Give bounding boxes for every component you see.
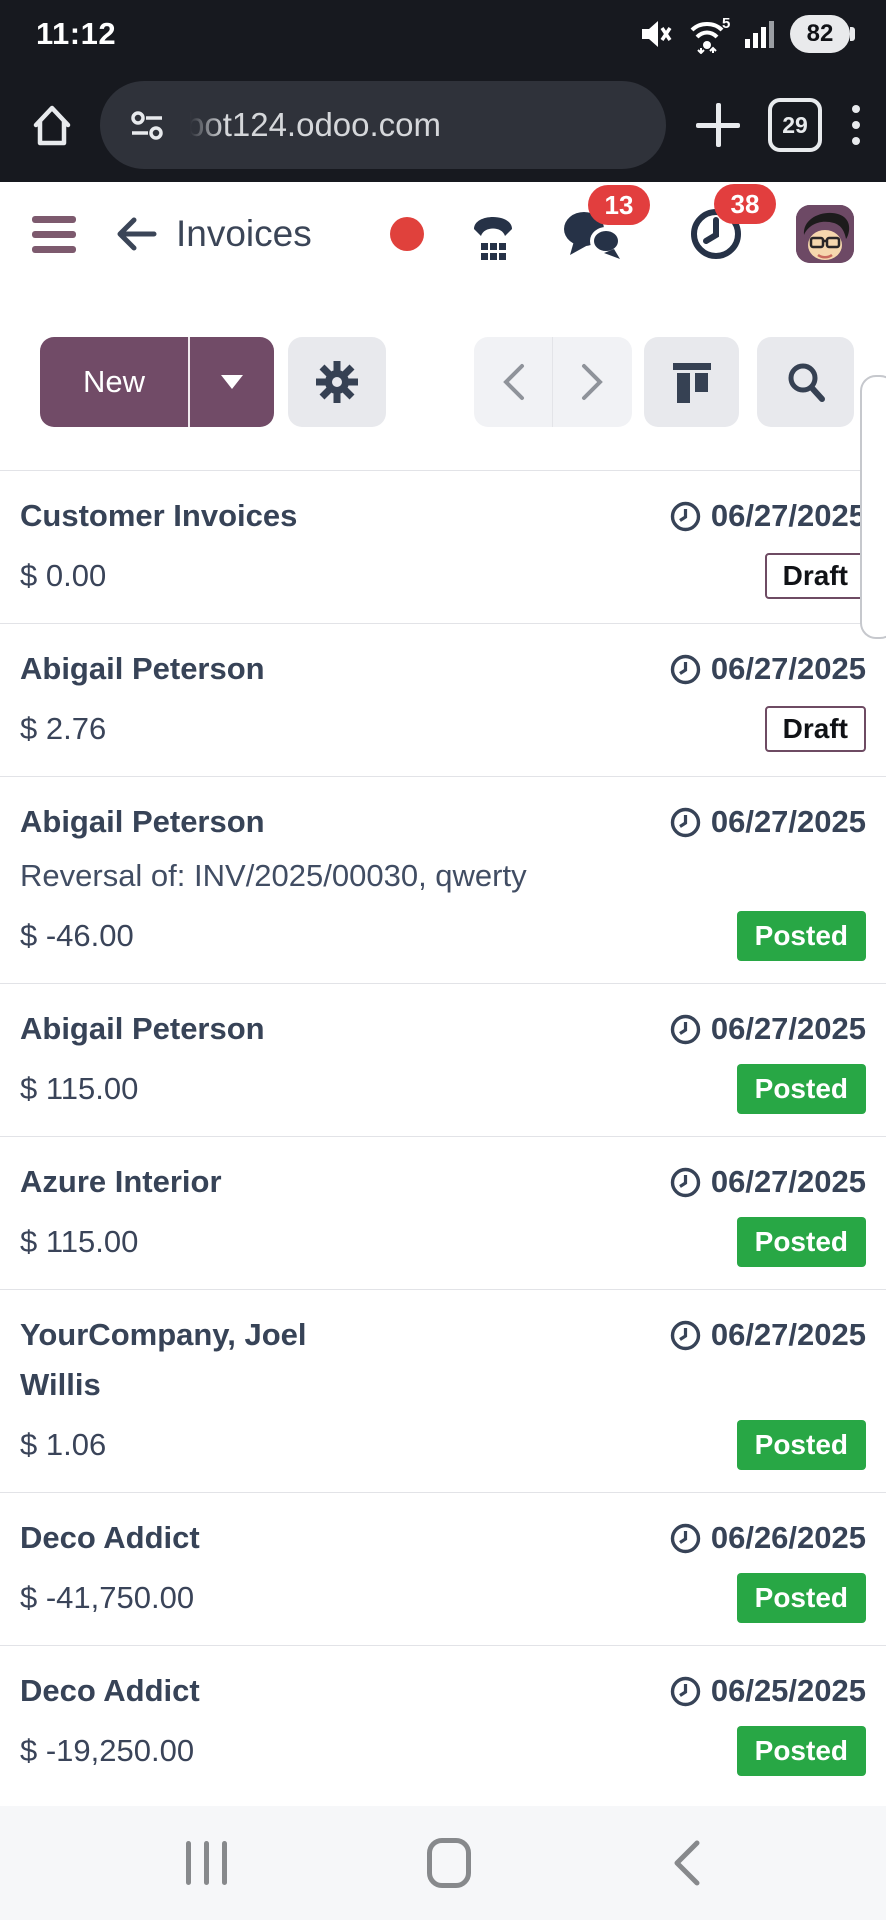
invoice-partner: Azure Interior [20, 1164, 222, 1199]
status-badge: Posted [736, 1064, 866, 1114]
new-tab-icon[interactable] [696, 103, 740, 147]
signal-bars-icon [744, 17, 778, 51]
invoice-reference: Reversal of: INV/2025/00030, qwerty [20, 858, 527, 893]
menu-hamburger-icon[interactable] [32, 215, 76, 253]
invoice-amount: $ 115.00 [20, 1071, 139, 1106]
url-fade [184, 81, 224, 169]
invoice-partner: Abigail Peterson [20, 804, 265, 839]
invoice-date: 06/27/2025 [670, 1310, 866, 1360]
status-badge: Posted [736, 1420, 866, 1470]
invoice-card[interactable]: Deco Addict 06/25/2025 $ -19,250.00 Post… [0, 1645, 886, 1798]
invoice-card[interactable]: YourCompany, Joel Willis 06/27/2025 $ 1.… [0, 1289, 886, 1492]
recents-icon[interactable] [185, 1841, 227, 1885]
clock-icon [670, 1167, 701, 1197]
android-nav-bar [0, 1806, 886, 1920]
record-indicator-icon[interactable] [390, 217, 424, 251]
pager-previous-button[interactable] [474, 337, 553, 427]
url-text: bot124.odoo.com [186, 106, 442, 143]
invoice-date: 06/27/2025 [670, 644, 866, 694]
nav-back-icon[interactable] [671, 1839, 701, 1887]
caret-down-icon [221, 375, 243, 389]
invoice-card[interactable]: Abigail Peterson 06/27/2025 $ 2.76 Draft [0, 623, 886, 776]
activities-clock-icon[interactable]: 38 [688, 184, 776, 262]
status-time: 11:12 [36, 16, 117, 51]
invoice-card[interactable]: Customer Invoices 06/27/2025 $ 0.00 Draf… [0, 470, 886, 623]
battery-indicator: 82 [790, 15, 855, 53]
new-dropdown-button[interactable] [188, 337, 274, 427]
invoice-date: 06/27/2025 [670, 1004, 866, 1054]
messages-badge: 13 [588, 185, 650, 225]
android-status-bar: 11:12 5 82 [0, 0, 886, 68]
messages-icon[interactable]: 13 [562, 185, 650, 261]
browser-home-icon[interactable] [26, 99, 78, 151]
clock-icon [670, 1014, 701, 1044]
settings-gear-button[interactable] [288, 337, 386, 427]
invoice-amount: $ -19,250.00 [20, 1733, 195, 1768]
invoice-amount: $ 115.00 [20, 1224, 139, 1259]
clock-icon [670, 501, 701, 531]
search-icon [788, 363, 825, 402]
back-arrow-icon[interactable] [114, 216, 158, 252]
kanban-icon [672, 363, 711, 403]
pager-next-button[interactable] [553, 337, 632, 427]
invoice-date: 06/27/2025 [670, 1157, 866, 1207]
site-settings-icon[interactable] [128, 106, 166, 144]
status-badge: Draft [764, 706, 866, 752]
invoice-partner: YourCompany, Joel Willis [20, 1317, 307, 1402]
control-panel: New [40, 337, 860, 427]
user-avatar[interactable] [796, 205, 854, 263]
chevron-left-icon [503, 364, 524, 400]
kanban-view-button[interactable] [644, 337, 739, 427]
browser-menu-icon[interactable] [852, 105, 860, 145]
status-badge: Posted [736, 1726, 866, 1776]
invoice-partner: Customer Invoices [20, 498, 298, 533]
invoice-card[interactable]: Abigail Peterson 06/27/2025 Reversal of:… [0, 776, 886, 983]
pager [474, 337, 632, 427]
invoice-partner: Abigail Peterson [20, 1011, 265, 1046]
clock-icon [670, 1320, 701, 1350]
page-title: Invoices [176, 213, 312, 254]
invoice-date: 06/27/2025 [670, 491, 866, 541]
invoice-date: 06/26/2025 [670, 1513, 866, 1563]
home-icon[interactable] [426, 1838, 471, 1888]
tab-switcher[interactable]: 29 [768, 98, 822, 152]
search-button[interactable] [757, 337, 854, 427]
invoice-amount: $ 2.76 [20, 711, 107, 746]
invoice-partner: Deco Addict [20, 1673, 200, 1708]
wifi-5ghz-icon: 5 [686, 14, 732, 54]
app-header: Invoices 13 38 [0, 182, 886, 286]
invoice-amount: $ 1.06 [20, 1427, 107, 1462]
invoice-card[interactable]: Deco Addict 06/26/2025 $ -41,750.00 Post… [0, 1492, 886, 1645]
invoice-date: 06/27/2025 [670, 797, 866, 847]
status-badge: Posted [736, 1573, 866, 1623]
invoice-amount: $ -41,750.00 [20, 1580, 195, 1615]
invoice-partner: Abigail Peterson [20, 651, 265, 686]
new-button[interactable]: New [40, 337, 188, 427]
clock-icon [670, 1523, 701, 1553]
invoice-list: Customer Invoices 06/27/2025 $ 0.00 Draf… [0, 470, 886, 1798]
svg-text:5: 5 [722, 15, 730, 32]
clock-icon [670, 807, 701, 837]
activities-badge: 38 [714, 184, 776, 224]
url-bar[interactable]: bot124.odoo.com [100, 81, 666, 169]
status-badge: Draft [764, 553, 866, 599]
gear-icon [316, 361, 358, 403]
invoice-amount: $ -46.00 [20, 918, 134, 953]
mute-icon [638, 16, 674, 52]
scrollbar-thumb[interactable] [860, 375, 886, 639]
voip-phone-icon[interactable] [466, 207, 520, 261]
invoice-partner: Deco Addict [20, 1520, 200, 1555]
clock-icon [670, 1676, 701, 1706]
invoice-amount: $ 0.00 [20, 558, 107, 593]
status-badge: Posted [736, 911, 866, 961]
invoice-date: 06/25/2025 [670, 1666, 866, 1716]
status-badge: Posted [736, 1217, 866, 1267]
invoice-card[interactable]: Abigail Peterson 06/27/2025 $ 115.00 Pos… [0, 983, 886, 1136]
clock-icon [670, 654, 701, 684]
chevron-right-icon [581, 364, 603, 400]
invoice-card[interactable]: Azure Interior 06/27/2025 $ 115.00 Poste… [0, 1136, 886, 1289]
browser-toolbar: bot124.odoo.com 29 [0, 68, 886, 182]
top-bars: 11:12 5 82 bot [0, 0, 886, 182]
